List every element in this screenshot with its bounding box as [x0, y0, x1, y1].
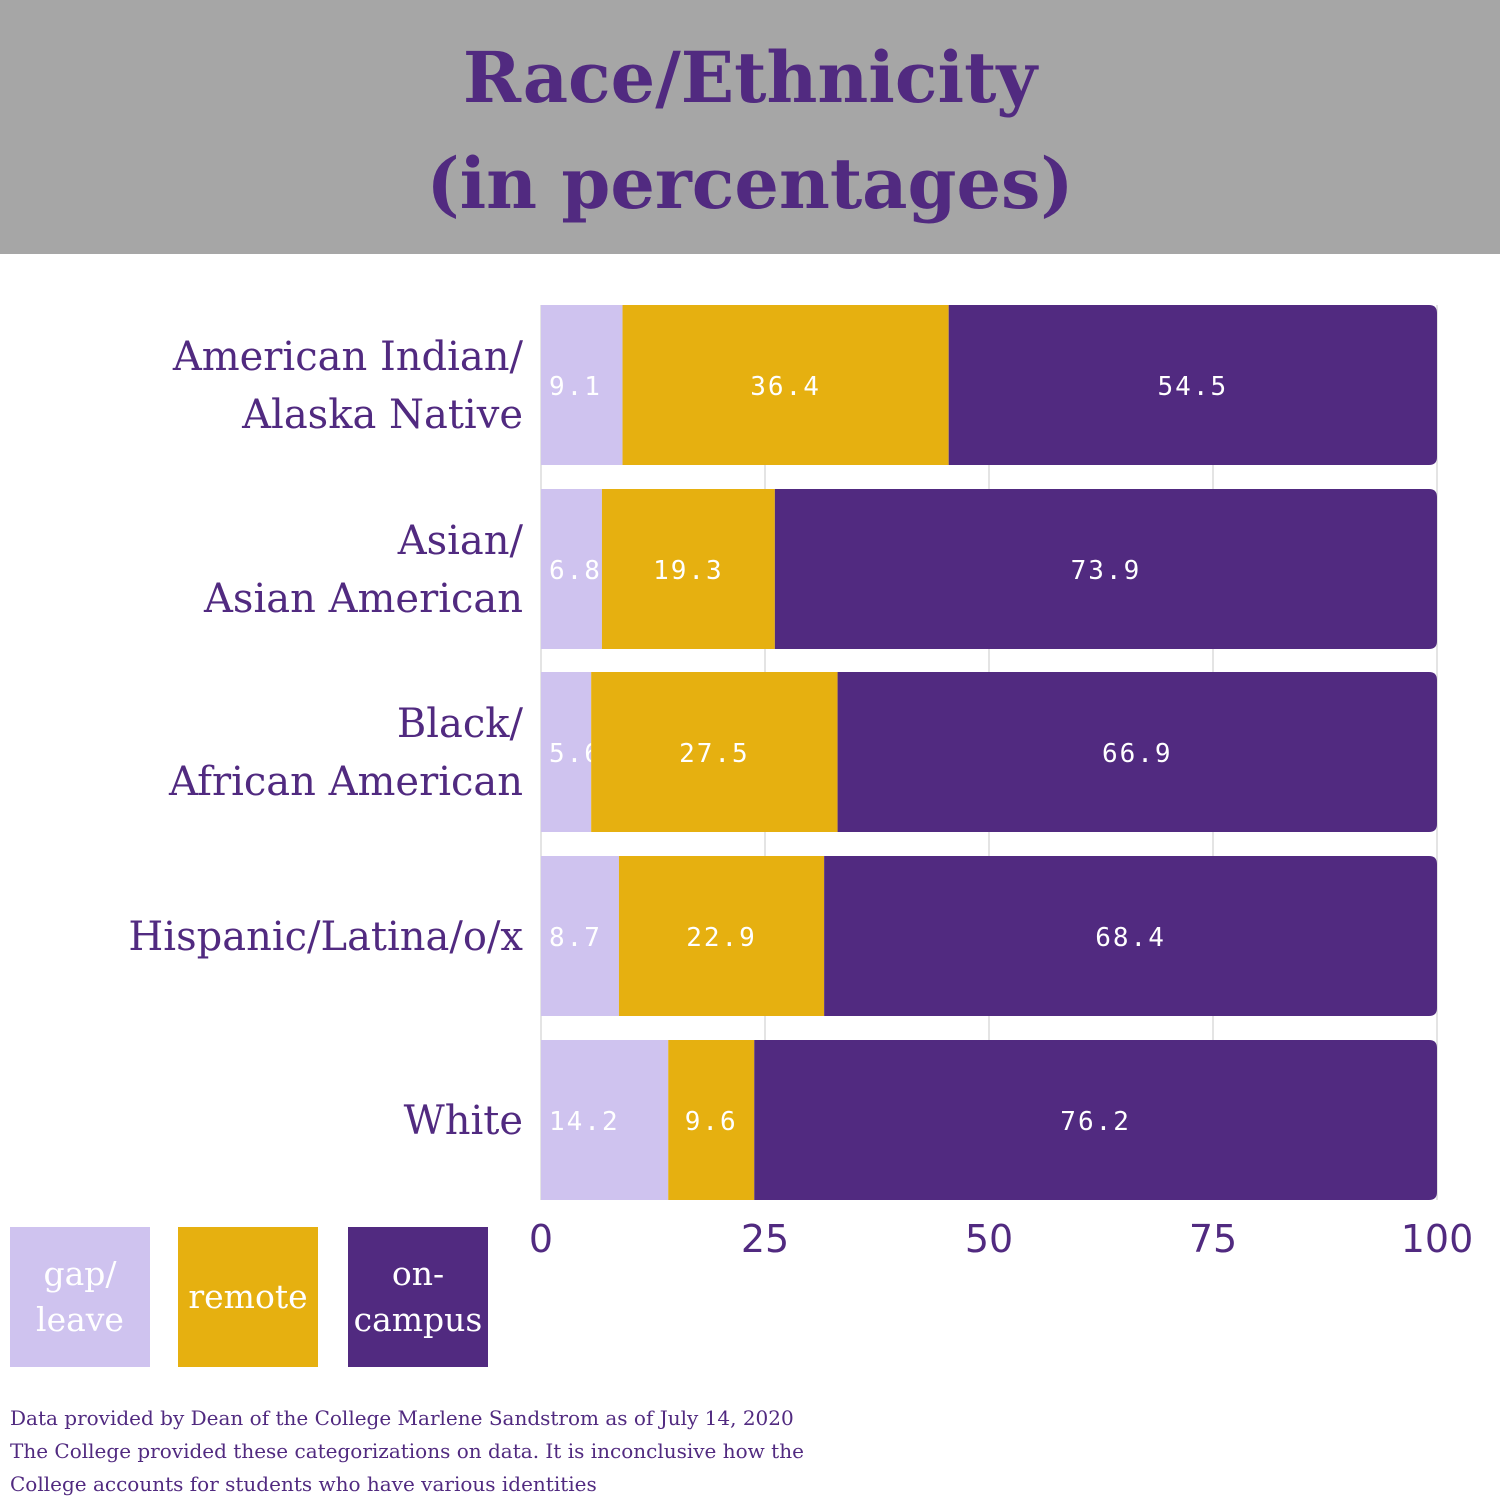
footnote-line-2: The College provided these categorizatio…	[10, 1439, 804, 1463]
x-tick-label: 0	[529, 1217, 553, 1261]
legend-gap-leave: gap/ leave	[10, 1227, 150, 1367]
bar-segment-gap-leave	[541, 856, 619, 1016]
category-label: White	[404, 1098, 523, 1144]
category-label: American Indian/	[172, 334, 524, 380]
footnote-line-1: Data provided by Dean of the College Mar…	[10, 1406, 794, 1430]
legend-label-gap-leave: gap/ leave	[36, 1254, 124, 1339]
legend-remote: remote	[178, 1227, 318, 1367]
data-label: 14.2	[549, 1107, 620, 1137]
category-label: Alaska Native	[241, 392, 523, 438]
category-label: Hispanic/Latina/o/x	[128, 914, 523, 960]
data-label: 9.1	[549, 372, 602, 402]
data-label: 6.8	[549, 556, 602, 586]
x-tick-label: 25	[741, 1217, 789, 1261]
legend-label-on-campus: on- campus	[353, 1254, 483, 1339]
bar-segment-on-campus	[824, 856, 1437, 1016]
category-label: African American	[168, 759, 523, 805]
data-label: 73.9	[1071, 556, 1142, 586]
data-label: 66.9	[1102, 739, 1173, 769]
data-label: 76.2	[1060, 1107, 1131, 1137]
bar-segment-remote	[622, 305, 949, 465]
bar-segment-remote	[668, 1040, 755, 1200]
stacked-bar-chart: 9.1 36.4 54.5 American Indian/Alaska Native…	[128, 305, 1474, 1261]
category-label: Black/	[397, 701, 524, 747]
bar-segment-on-campus	[754, 1040, 1437, 1200]
bar-segment-remote	[591, 672, 838, 832]
category-label: Asian/	[397, 518, 524, 564]
chart-title-line-1: Race/Ethnicity	[462, 36, 1038, 119]
data-label: 54.5	[1158, 372, 1229, 402]
data-label: 36.4	[750, 372, 821, 402]
bar-segment-gap-leave	[541, 672, 592, 832]
data-label: 19.3	[653, 556, 724, 586]
legend-on-campus: on- campus	[348, 1227, 488, 1367]
legend-label-remote: remote	[188, 1277, 308, 1316]
bar-segment-gap-leave	[541, 1040, 669, 1200]
bar-segment-on-campus	[837, 672, 1437, 832]
x-tick-label: 50	[965, 1217, 1013, 1261]
x-tick-label: 75	[1189, 1217, 1237, 1261]
category-label: Asian American	[203, 576, 523, 622]
bar-segment-remote	[618, 856, 825, 1016]
chart-title-line-2: (in percentages)	[426, 142, 1074, 225]
bar-segment-gap-leave	[541, 489, 602, 649]
header-banner: Race/Ethnicity (in percentages)	[0, 0, 1500, 254]
data-label: 68.4	[1095, 923, 1166, 953]
data-label: 22.9	[686, 923, 757, 953]
bar-segment-gap-leave	[541, 305, 623, 465]
footnote-line-3: College accounts for students who have v…	[10, 1472, 597, 1496]
data-label: 27.5	[679, 739, 750, 769]
bar-segment-on-campus	[948, 305, 1437, 465]
data-label: 9.6	[685, 1107, 738, 1137]
data-label: 8.7	[549, 923, 602, 953]
bar-segment-remote	[601, 489, 775, 649]
x-tick-label: 100	[1401, 1217, 1474, 1261]
bar-segment-on-campus	[774, 489, 1437, 649]
